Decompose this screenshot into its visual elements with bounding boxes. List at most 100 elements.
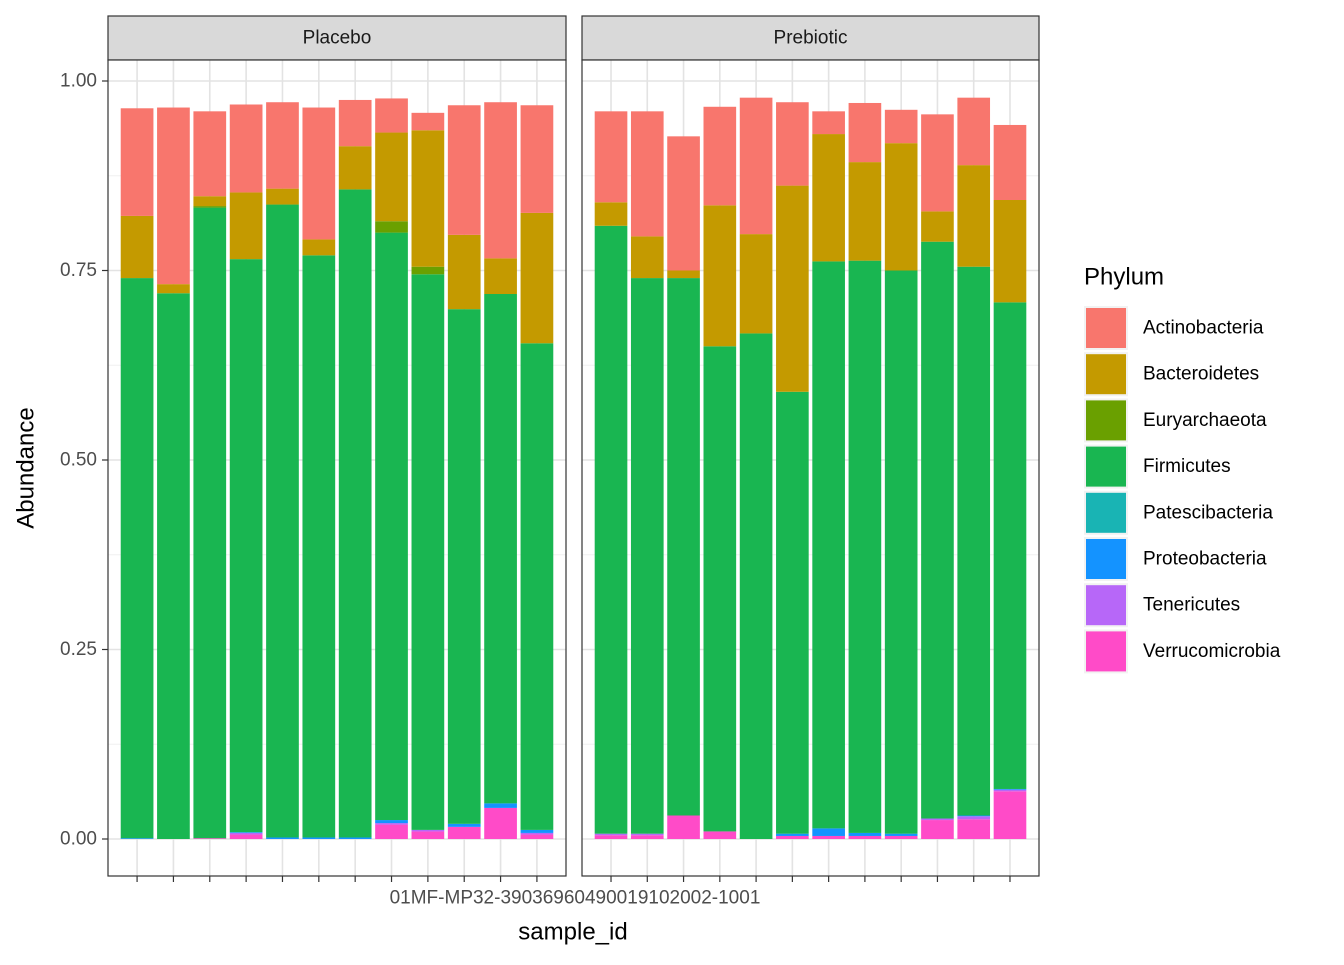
bar-segment-actinobacteria: [375, 98, 408, 133]
x-axis-title: sample_id: [518, 919, 627, 946]
bar-segment-verrucomicrobia: [776, 835, 809, 839]
legend-label: Proteobacteria: [1143, 549, 1267, 570]
legend-label: Bacteroidetes: [1143, 364, 1259, 385]
bar-segment-bacteroidetes: [884, 143, 918, 271]
bar-segment-actinobacteria: [594, 111, 628, 203]
legend-swatch: [1086, 492, 1126, 533]
bar-segment-proteobacteria: [776, 833, 809, 836]
bar-segment-verrucomicrobia: [375, 824, 408, 839]
bar-segment-actinobacteria: [302, 107, 336, 240]
bar-segment-verrucomicrobia: [993, 791, 1027, 839]
panel-placebo: [107, 59, 567, 877]
facet-strip-placebo: [107, 15, 567, 61]
legend-swatch: [1086, 354, 1126, 395]
facet-strip-prebiotic: [581, 15, 1040, 61]
bar-segment-firmicutes: [848, 260, 882, 833]
bar-segment-bacteroidetes: [447, 234, 481, 310]
y-tick-label: 0.50: [60, 450, 97, 471]
bar-segment-actinobacteria: [812, 111, 845, 135]
bar-segment-bacteroidetes: [302, 239, 336, 256]
bar-segment-bacteroidetes: [848, 162, 882, 261]
bar-segment-bacteroidetes: [739, 234, 773, 334]
bar-segment-verrucomicrobia: [957, 819, 991, 839]
bar-segment-firmicutes: [266, 204, 299, 838]
bar-segment-bacteroidetes: [921, 211, 954, 242]
y-axis-title: Abundance: [13, 407, 40, 528]
bar-segment-proteobacteria: [520, 829, 554, 833]
bar-segment-firmicutes: [484, 293, 517, 804]
bar-segment-bacteroidetes: [630, 236, 664, 279]
bar-segment-actinobacteria: [776, 102, 809, 186]
bar-segment-tenericutes: [594, 833, 628, 836]
bar-segment-verrucomicrobia: [630, 835, 664, 839]
bar-segment-verrucomicrobia: [484, 807, 517, 839]
bar-segment-bacteroidetes: [594, 202, 628, 226]
bar-segment-tenericutes: [411, 829, 445, 832]
bar-segment-bacteroidetes: [375, 132, 408, 222]
bar-segment-actinobacteria: [338, 99, 372, 147]
bar-segment-actinobacteria: [193, 111, 227, 197]
bar-segment-tenericutes: [229, 832, 263, 835]
bar-segment-firmicutes: [411, 274, 445, 830]
bar-segment-firmicutes: [812, 261, 845, 829]
bar-segment-euryarchaeota: [193, 206, 227, 208]
bar-segment-tenericutes: [957, 816, 991, 820]
bar-segment-tenericutes: [520, 832, 554, 835]
bar-segment-bacteroidetes: [120, 215, 154, 279]
panel-prebiotic: [581, 59, 1040, 877]
legend-swatch: [1086, 631, 1126, 672]
bar-segment-tenericutes: [630, 833, 664, 836]
bar-segment-proteobacteria: [884, 833, 918, 836]
y-tick-label: 0.25: [60, 639, 97, 660]
bar-segment-firmicutes: [957, 266, 991, 816]
bar-segment-proteobacteria: [848, 832, 882, 836]
bar-segment-proteobacteria: [338, 837, 372, 839]
bar-segment-proteobacteria: [266, 837, 299, 839]
legend-label: Firmicutes: [1143, 456, 1231, 477]
bar-segment-bacteroidetes: [703, 205, 737, 347]
bar-segment-firmicutes: [703, 346, 737, 832]
bar-segment-actinobacteria: [739, 97, 773, 235]
panel-border: [581, 59, 1040, 877]
bar-segment-proteobacteria: [812, 828, 845, 836]
legend-label: Actinobacteria: [1143, 318, 1264, 339]
bar-segment-verrucomicrobia: [594, 835, 628, 839]
bar-segment-verrucomicrobia: [703, 831, 737, 839]
facet-label-placebo: Placebo: [303, 28, 372, 49]
bar-segment-firmicutes: [630, 278, 664, 834]
x-tick-labels-overlapping: 01MF-MP32-39036960490019102002-1001: [390, 888, 761, 909]
legend-swatch: [1086, 400, 1126, 441]
bar-segment-bacteroidetes: [667, 270, 700, 279]
bar-segment-actinobacteria: [229, 104, 263, 193]
bar-segment-firmicutes: [447, 309, 481, 824]
bar-segment-firmicutes: [338, 189, 372, 838]
y-tick-label: 0.75: [60, 260, 97, 281]
bar-segment-actinobacteria: [921, 114, 954, 212]
bar-segment-firmicutes: [229, 259, 263, 833]
bar-segment-actinobacteria: [266, 102, 299, 189]
bar-segment-verrucomicrobia: [520, 834, 554, 839]
legend: Phylum Actinobacteria Bacteroidetes Euryar…: [1084, 264, 1281, 674]
x-axis: [136, 876, 1011, 882]
bar-segment-actinobacteria: [120, 108, 154, 216]
bar-segment-firmicutes: [157, 293, 190, 839]
legend-label: Euryarchaeota: [1143, 410, 1267, 431]
legend-swatch: [1086, 539, 1126, 579]
bar-segment-actinobacteria: [520, 105, 554, 213]
bar-segment-actinobacteria: [993, 124, 1027, 201]
legend-swatch: [1086, 308, 1126, 348]
bar-segment-verrucomicrobia: [812, 835, 845, 839]
bar-segment-actinobacteria: [667, 136, 700, 271]
y-axis: 0.00 0.25 0.50 0.75 1.00: [60, 71, 108, 850]
bar-segment-verrucomicrobia: [848, 835, 882, 839]
bar-segment-firmicutes: [594, 225, 628, 834]
facet-label-prebiotic: Prebiotic: [774, 28, 848, 49]
bar-segment-verrucomicrobia: [921, 820, 954, 839]
bar-segment-verrucomicrobia: [229, 834, 263, 839]
bar-segment-firmicutes: [667, 278, 700, 816]
bar-segment-firmicutes: [193, 207, 227, 839]
bar-segment-firmicutes: [375, 232, 408, 821]
bar-segment-actinobacteria: [484, 102, 517, 259]
y-tick-label: 0.00: [60, 829, 97, 850]
